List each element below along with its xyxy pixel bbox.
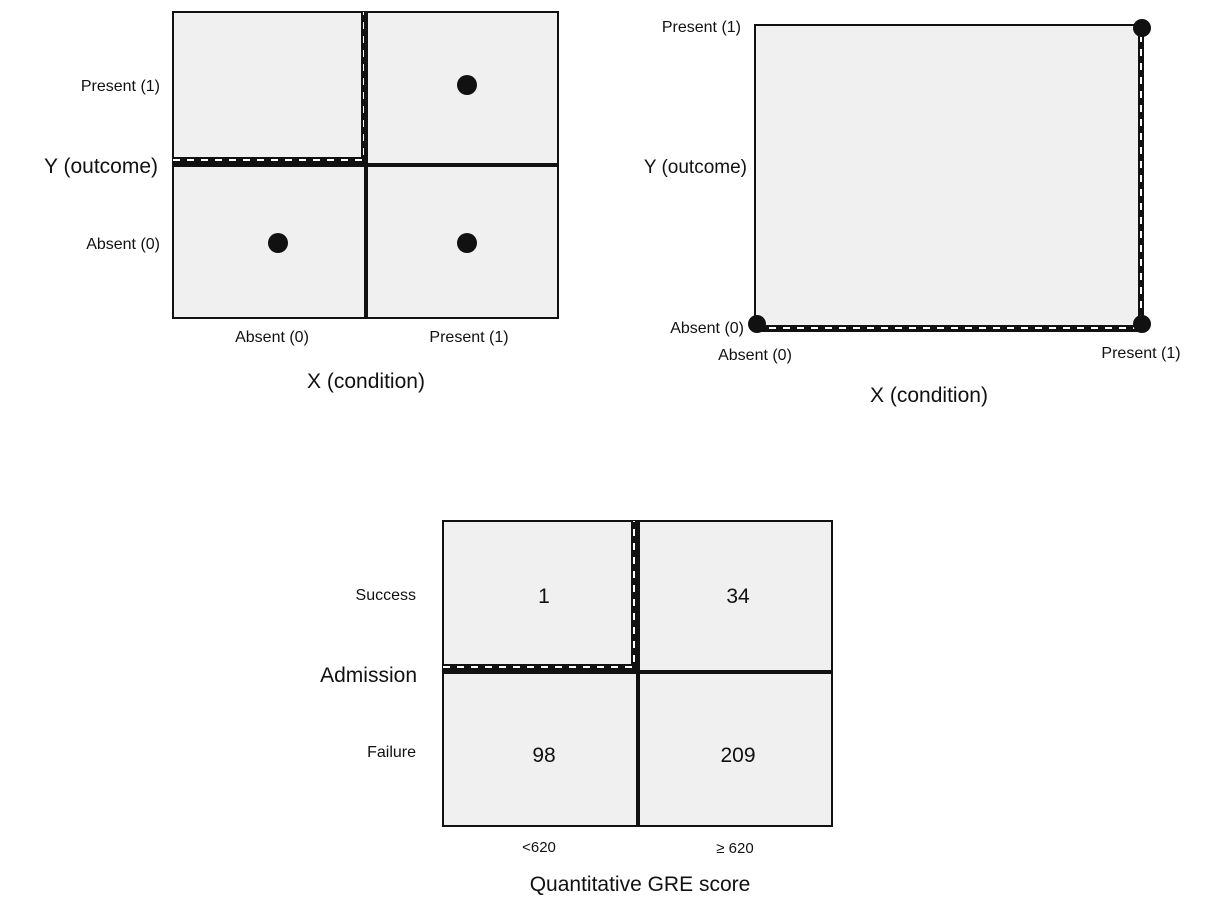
panel-b-point-1 — [1133, 315, 1151, 333]
panel-a-x-tick-present: Present (1) — [429, 329, 508, 346]
panel-b: Present (1) Y (outcome) Absent (0) Absen… — [644, 19, 1181, 407]
panel-b-x-tick-right: Present (1) — [1101, 345, 1180, 362]
panel-b-point-0 — [748, 315, 766, 333]
panel-c-ceiling-line — [443, 521, 637, 670]
panel-b-x-tick-left: Absent (0) — [718, 347, 792, 364]
panel-b-point-2 — [1133, 19, 1151, 37]
panel-b-plot-area — [754, 24, 1143, 332]
panel-a-x-tick-absent: Absent (0) — [235, 329, 309, 346]
panel-a-point-2 — [457, 233, 477, 253]
panel-c-y-title: Admission — [320, 664, 417, 687]
panel-a-point-0 — [457, 75, 477, 95]
panel-c: 1 34 98 209 Success Failure Admission <6… — [320, 520, 833, 896]
panel-a-y-tick-absent: Absent (0) — [86, 236, 160, 253]
panel-a-y-tick-present: Present (1) — [81, 78, 160, 95]
panel-a: Present (1) Absent (0) Y (outcome) Absen… — [44, 11, 559, 393]
panel-a-y-title: Y (outcome) — [44, 155, 158, 178]
panel-a-x-title: X (condition) — [307, 370, 425, 393]
panel-c-cell-success-low: 1 — [538, 585, 550, 608]
panel-c-cell-failure-high: 209 — [720, 744, 755, 767]
panel-b-y-tick-top: Present (1) — [662, 19, 741, 36]
panel-c-x-tick-high: ≥ 620 — [716, 840, 753, 857]
panel-c-x-tick-low: <620 — [522, 839, 556, 856]
panel-a-point-1 — [268, 233, 288, 253]
panel-c-cell-success-high: 34 — [726, 585, 750, 608]
panel-b-x-title: X (condition) — [870, 384, 988, 407]
panel-c-cell-failure-low: 98 — [532, 744, 555, 767]
panel-c-y-tick-failure: Failure — [367, 744, 416, 761]
panel-b-y-tick-bottom: Absent (0) — [670, 320, 744, 337]
panel-b-y-title: Y (outcome) — [644, 157, 747, 178]
panel-c-x-title: Quantitative GRE score — [530, 873, 751, 896]
panel-c-y-tick-success: Success — [356, 587, 416, 604]
